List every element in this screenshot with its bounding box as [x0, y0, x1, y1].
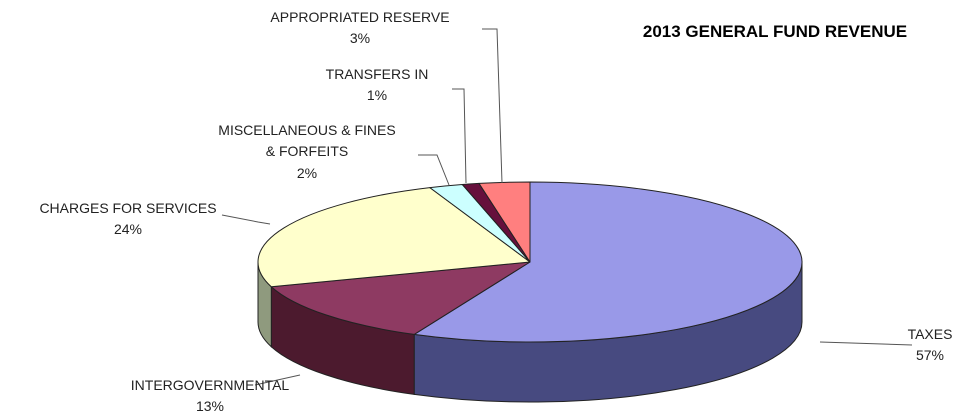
slice-label-misc-line2: & FORFEITS [266, 143, 348, 159]
slice-label-reserve: APPROPRIATED RESERVE [270, 9, 449, 25]
pie-tops [257, 181, 803, 343]
slice-value-charges: 24% [114, 221, 142, 237]
leader-line-taxes [819, 341, 913, 346]
slice-label-misc-line1: MISCELLANEOUS & FINES [218, 122, 395, 138]
slice-value-misc: 2% [297, 165, 317, 181]
leader-line-charges [221, 214, 271, 225]
leader-lines [221, 28, 913, 386]
slice-intergovernmental [270, 261, 531, 335]
leader-line-reserve [482, 28, 503, 184]
slice-charges-for-services [257, 187, 531, 288]
leader-line-intergovernmental [254, 374, 301, 386]
slice-label-transfers: TRANSFERS IN [326, 66, 429, 82]
slice-label-taxes: TAXES [908, 326, 953, 342]
slice-appropriated-reserve [478, 181, 531, 263]
pie-sides [257, 261, 803, 403]
slice-value-reserve: 3% [350, 30, 370, 46]
slice-value-transfers: 1% [367, 87, 387, 103]
slice-value-taxes: 57% [916, 347, 944, 363]
slice-taxes [413, 181, 803, 343]
leader-line-transfers [452, 88, 467, 184]
slice-label-charges: CHARGES FOR SERVICES [39, 200, 216, 216]
leader-line-misc [418, 154, 450, 186]
slice-value-intergovernmental: 13% [196, 398, 224, 414]
chart-title: 2013 GENERAL FUND REVENUE [643, 22, 907, 41]
slice-label-intergovernmental: INTERGOVERNMENTAL [131, 377, 290, 393]
